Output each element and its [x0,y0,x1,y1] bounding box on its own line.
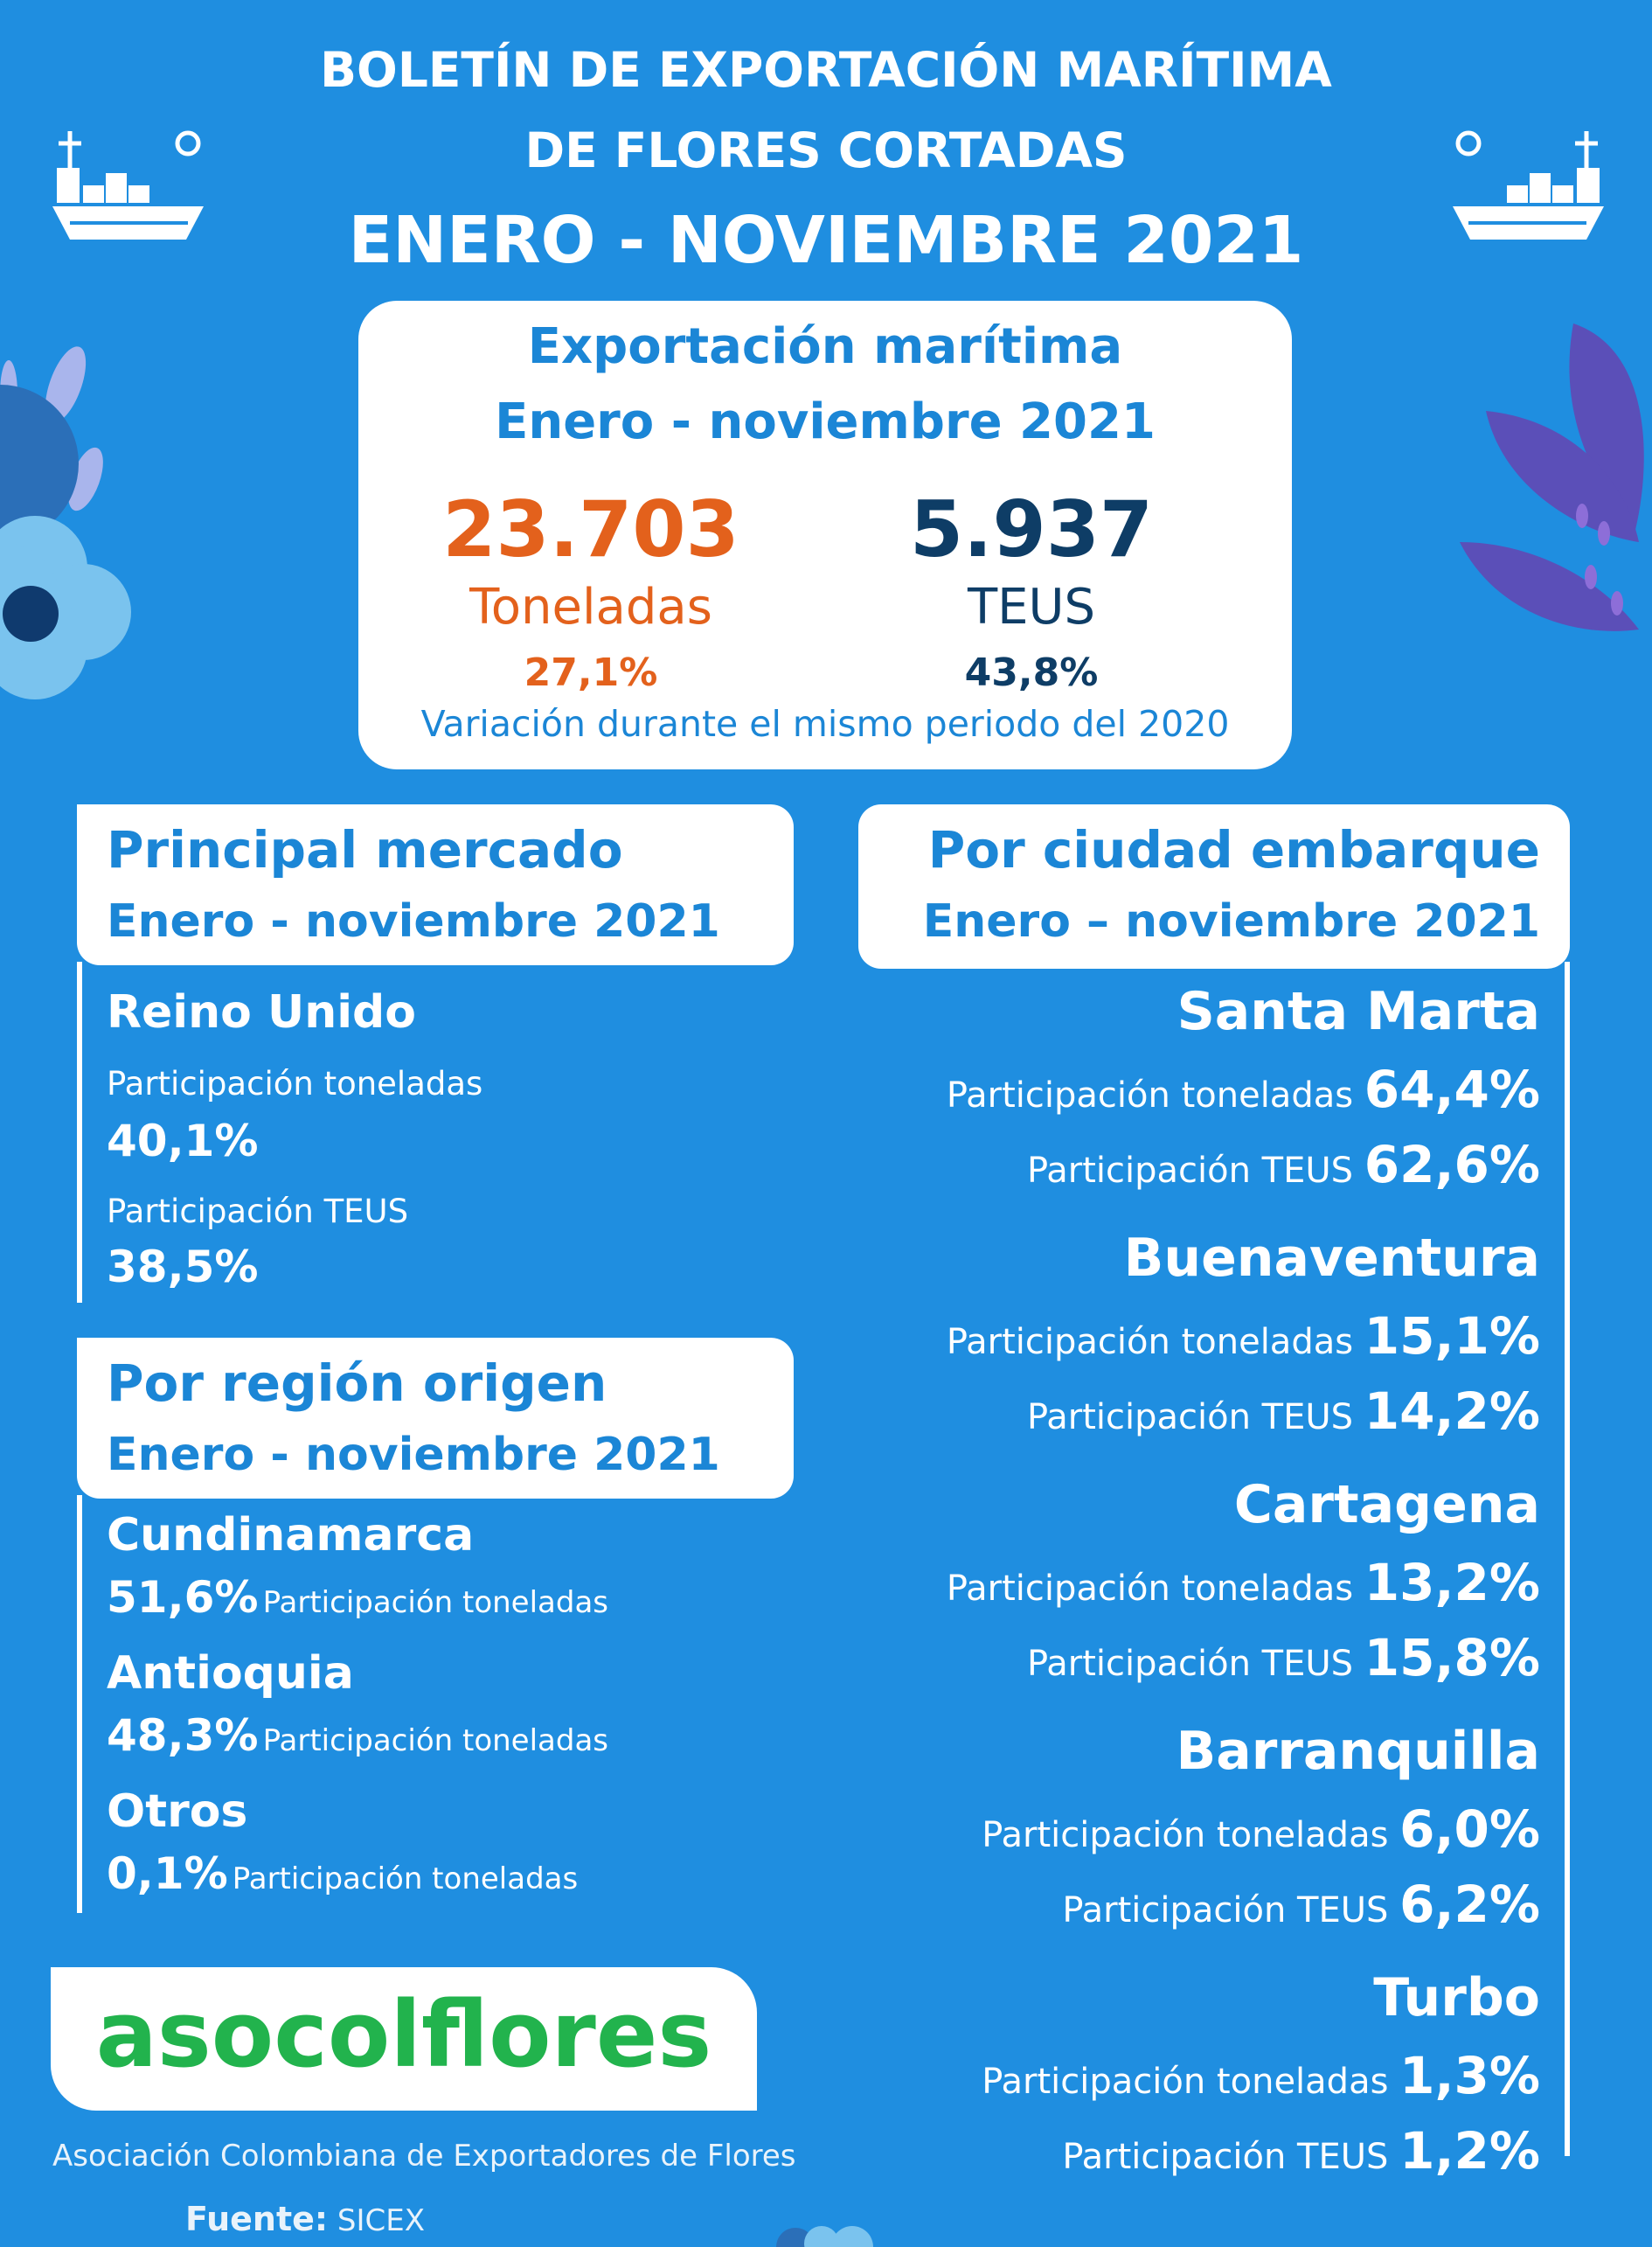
city-name: Barranquilla [1176,1721,1540,1782]
city-teus-value: 1,2% [1399,2121,1540,2181]
region-share-value: 48,3% [107,1710,259,1761]
city-teus-label: Participación TEUS [1062,2137,1389,2177]
market-header-card: Principal mercado Enero - noviembre 2021 [77,804,794,965]
region-share-value: 51,6% [107,1572,259,1623]
city-teus-row: Participación TEUS 62,6% [1027,1135,1540,1194]
region-name: Antioquia [107,1647,354,1700]
city-teus-value: 15,8% [1364,1628,1540,1687]
region-subheading: Enero - noviembre 2021 [107,1429,720,1481]
city-name: Turbo [1373,1967,1540,2028]
city-tons-value: 6,0% [1399,1799,1540,1859]
teus-value: 5.937 [909,484,1154,574]
region-header-card: Por región origen Enero - noviembre 2021 [77,1338,794,1499]
city-heading: Por ciudad embarque [927,820,1540,880]
association-name: Asociación Colombiana de Exportadores de… [52,2139,796,2174]
tons-variation: 27,1% [524,650,658,695]
market-tons-label: Participación toneladas [107,1065,483,1103]
city-tons-label: Participación toneladas [946,1322,1354,1362]
bulletin-period-title: ENERO - NOVIEMBRE 2021 [348,203,1304,278]
region-share-value: 0,1% [107,1848,228,1899]
city-tons-row: Participación toneladas 13,2% [947,1553,1540,1612]
region-name: Cundinamarca [107,1509,475,1562]
city-tons-value: 15,1% [1364,1306,1540,1366]
city-tons-value: 1,3% [1399,2046,1540,2105]
city-name: Buenaventura [1123,1228,1540,1289]
city-subheading: Enero – noviembre 2021 [922,895,1540,948]
city-tons-label: Participación toneladas [946,1075,1354,1116]
tons-unit: Toneladas [469,579,712,636]
city-teus-value: 14,2% [1364,1381,1540,1441]
region-share-label: Participación toneladas [262,1585,608,1620]
region-share: 48,3% Participación toneladas [107,1710,608,1761]
region-share: 0,1% Participación toneladas [107,1848,578,1899]
bulletin-title-line-2: DE FLORES CORTADAS [524,122,1128,178]
region-name: Otros [107,1785,248,1838]
city-teus-label: Participación TEUS [1026,1151,1354,1191]
market-subheading: Enero - noviembre 2021 [107,895,720,948]
divider-line [77,1495,82,1913]
region-share-label: Participación toneladas [262,1723,608,1758]
region-share: 51,6% Participación toneladas [107,1572,608,1623]
variation-note: Variación durante el mismo periodo del 2… [420,703,1230,745]
city-name: Santa Marta [1177,981,1540,1042]
city-teus-label: Participación TEUS [1026,1644,1354,1684]
source-value: SICEX [337,2203,426,2238]
city-teus-row: Participación TEUS 1,2% [1062,2121,1540,2181]
ship-icon [1453,130,1604,240]
city-teus-value: 6,2% [1399,1875,1540,1934]
city-tons-label: Participación toneladas [982,2062,1389,2102]
city-teus-value: 62,6% [1364,1135,1540,1194]
market-country: Reino Unido [107,986,416,1039]
market-teus-value: 38,5% [107,1242,259,1292]
divider-line [1565,962,1570,2156]
logo-wordmark: asocolflores [95,1981,712,2088]
flower-decoration-bottom [776,2226,873,2247]
city-teus-label: Participación TEUS [1062,1890,1389,1930]
ship-icon [52,130,204,240]
city-tons-row: Participación toneladas 15,1% [947,1306,1540,1366]
city-teus-row: Participación TEUS 6,2% [1062,1875,1540,1934]
summary-card: Exportación marítima Enero - noviembre 2… [358,301,1292,769]
source-line: Fuente: SICEX [185,2200,425,2238]
summary-subheading: Enero - noviembre 2021 [495,393,1156,450]
teus-variation: 43,8% [964,650,1099,695]
city-tons-row: Participación toneladas 6,0% [982,1799,1540,1859]
city-teus-row: Participación TEUS 14,2% [1027,1381,1540,1441]
city-teus-row: Participación TEUS 15,8% [1027,1628,1540,1687]
bulletin-title-line-1: BOLETÍN DE EXPORTACIÓN MARÍTIMA [320,42,1332,98]
market-heading: Principal mercado [107,820,623,880]
city-teus-label: Participación TEUS [1026,1397,1354,1437]
teus-unit: TEUS [967,579,1096,636]
city-tons-value: 64,4% [1364,1060,1540,1119]
region-heading: Por región origen [107,1353,607,1413]
city-tons-row: Participación toneladas 1,3% [982,2046,1540,2105]
city-name: Cartagena [1233,1474,1540,1535]
asocolflores-logo: asocolflores [51,1967,757,2111]
city-tons-value: 13,2% [1364,1553,1540,1612]
tons-value: 23.703 [442,484,739,574]
source-label: Fuente: [185,2200,329,2238]
divider-line [77,962,82,1303]
city-tons-label: Participación toneladas [982,1815,1389,1855]
city-tons-label: Participación toneladas [946,1569,1354,1609]
summary-heading: Exportación marítima [527,318,1123,375]
leaf-decoration-right [1460,323,1644,631]
flower-decoration-left [0,346,131,699]
market-tons-value: 40,1% [107,1116,259,1166]
city-header-card: Por ciudad embarque Enero – noviembre 20… [858,804,1570,969]
city-tons-row: Participación toneladas 64,4% [947,1060,1540,1119]
market-teus-label: Participación TEUS [107,1193,409,1230]
region-share-label: Participación toneladas [232,1861,579,1896]
